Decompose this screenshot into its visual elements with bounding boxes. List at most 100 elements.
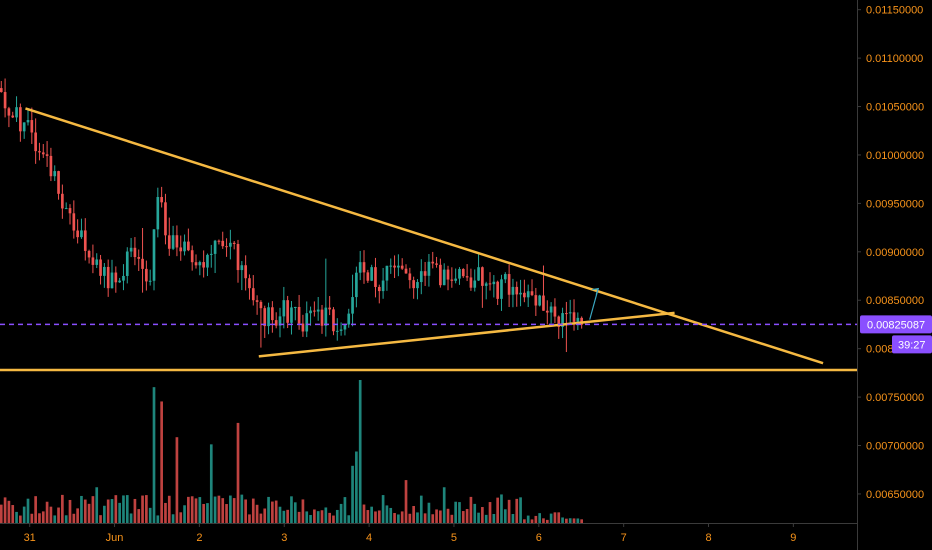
volume-bar <box>225 504 228 523</box>
candle-body <box>49 155 53 177</box>
candle-body <box>244 265 247 279</box>
volume-bar <box>263 508 267 523</box>
current-price-badge <box>860 315 932 334</box>
candle-body <box>328 307 331 310</box>
candle-body <box>465 276 469 278</box>
price-tick-label: 0.00750000 <box>866 392 924 404</box>
volume-bar <box>515 498 519 523</box>
volume-bar <box>393 513 396 523</box>
candle-body <box>442 269 446 286</box>
volume-bar <box>41 511 45 523</box>
candle-body <box>57 171 60 194</box>
candle-body <box>481 267 484 286</box>
time-tick-label: 2 <box>196 532 202 544</box>
volume-bar <box>164 502 167 523</box>
volume-bar <box>7 500 11 523</box>
time-tick-label: 6 <box>536 532 542 544</box>
volume-bar <box>351 465 354 523</box>
ascending-support-trendline[interactable] <box>258 311 675 358</box>
candle-body <box>209 253 213 255</box>
time-tick-label: Jun <box>106 532 124 544</box>
volume-bar <box>95 487 99 523</box>
volume-bar <box>22 506 26 523</box>
candle-body <box>297 306 301 324</box>
candle-body <box>500 279 503 299</box>
candle-body <box>305 313 309 332</box>
volume-bar <box>278 506 282 523</box>
candle-body <box>229 242 232 247</box>
volume-bar <box>49 506 53 523</box>
candle-body <box>251 288 255 301</box>
candle-body <box>148 280 152 282</box>
candle-body <box>412 280 415 289</box>
volume-bar <box>450 514 454 523</box>
candle-body <box>530 291 534 296</box>
volume-bar <box>217 495 221 523</box>
candle-body <box>568 312 572 314</box>
candle-body <box>187 241 190 251</box>
volume-bar <box>259 513 263 523</box>
volume-bar <box>385 505 389 523</box>
candle-body <box>503 274 507 280</box>
volume-bar <box>202 503 205 523</box>
candle-body <box>446 269 450 280</box>
price-tick-label: 0.01050000 <box>866 102 924 114</box>
volume-bar <box>87 503 91 523</box>
volume-bar <box>99 515 102 523</box>
candle-body <box>141 258 144 269</box>
volume-bar <box>91 496 95 523</box>
volume-bar <box>286 509 289 523</box>
candle-body <box>152 229 156 281</box>
candle-body <box>519 292 522 295</box>
volume-bar <box>34 496 37 523</box>
candle-body <box>473 280 477 288</box>
volume-bar <box>347 515 351 523</box>
candle-body <box>26 120 30 123</box>
volume-bar <box>374 511 377 523</box>
candle-body <box>565 313 568 315</box>
volume-bar <box>255 504 259 523</box>
candle-body <box>267 307 270 327</box>
candle-body <box>492 281 496 285</box>
volume-bar <box>305 511 309 523</box>
volume-bar <box>530 519 534 523</box>
descending-resistance-trendline[interactable] <box>25 107 824 365</box>
candle-body <box>53 171 57 177</box>
candle-body <box>542 295 545 311</box>
candle-body <box>194 262 198 266</box>
volume-bar <box>198 497 202 523</box>
candle-body <box>95 259 99 265</box>
candle-body <box>324 307 328 326</box>
candle-body <box>511 286 515 295</box>
volume-bar <box>76 508 79 523</box>
volume-bar <box>72 513 76 523</box>
volume-bar <box>53 515 57 523</box>
volume-bar <box>156 515 160 523</box>
candle-body <box>38 151 41 153</box>
candle-body <box>64 208 68 210</box>
candle-body <box>61 193 64 209</box>
volume-bar <box>370 506 373 523</box>
candle-body <box>72 213 76 231</box>
candle-body <box>461 269 465 277</box>
candle-body <box>19 107 22 132</box>
candle-body <box>469 277 473 288</box>
volume-bar <box>484 514 488 523</box>
candle-body <box>137 257 141 259</box>
volume-bar <box>511 513 515 523</box>
volume-bar <box>389 507 393 523</box>
volume-bar <box>538 513 541 523</box>
candle-body <box>114 272 118 283</box>
volume-bar <box>366 510 370 523</box>
volume-bar <box>381 495 385 523</box>
volume-bar <box>244 499 247 523</box>
candle-body <box>282 300 286 317</box>
volume-bar <box>316 511 320 523</box>
volume-bar <box>461 511 465 523</box>
volume-bar <box>576 518 580 523</box>
time-tick-label: 4 <box>366 532 372 544</box>
candle-body <box>7 108 11 116</box>
